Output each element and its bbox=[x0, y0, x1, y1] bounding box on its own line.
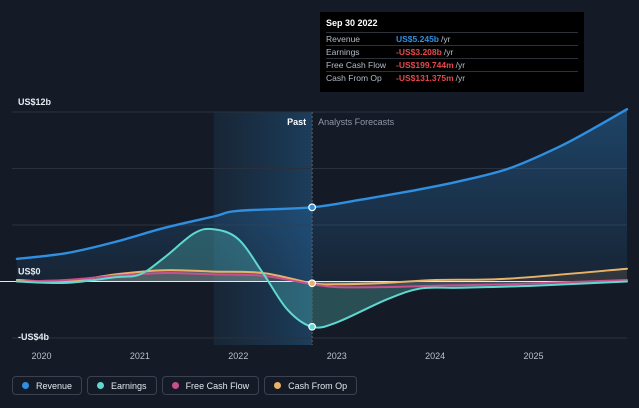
x-tick-label: 2022 bbox=[228, 351, 248, 361]
tooltip-row-value: -US$131.375m bbox=[396, 73, 454, 83]
x-tick-label: 2021 bbox=[130, 351, 150, 361]
x-tick-label: 2024 bbox=[425, 351, 445, 361]
revenue-area bbox=[16, 109, 627, 282]
y-label-bottom: -US$4b bbox=[18, 332, 50, 342]
x-tick-label: 2023 bbox=[327, 351, 347, 361]
series-lines bbox=[15, 108, 629, 329]
legend-item-free-cash-flow[interactable]: Free Cash Flow bbox=[161, 376, 260, 395]
tooltip-row-label: Earnings bbox=[326, 47, 360, 57]
tooltip-rows: Revenue US$5.245b/yr Earnings -US$3.208b/yr… bbox=[326, 32, 578, 84]
revenue-marker bbox=[308, 203, 317, 212]
tooltip-row-earnings: Earnings -US$3.208b/yr bbox=[326, 45, 578, 58]
free-cash-flow-line bbox=[15, 271, 628, 289]
earnings-marker bbox=[308, 322, 317, 331]
legend-item-earnings[interactable]: Earnings bbox=[87, 376, 157, 395]
legend-dot-icon bbox=[22, 382, 29, 389]
tooltip-row-unit: /yr bbox=[443, 47, 454, 57]
legend-label: Free Cash Flow bbox=[185, 380, 250, 391]
tooltip-date: Sep 30 2022 bbox=[326, 18, 378, 28]
legend: Revenue Earnings Free Cash Flow Cash From O… bbox=[12, 376, 358, 395]
legend-item-cash-from-op[interactable]: Cash From Op bbox=[264, 376, 358, 395]
legend-dot-icon bbox=[274, 382, 282, 389]
legend-label: Cash From Op bbox=[288, 380, 348, 391]
tooltip-row-value: US$5.245b bbox=[396, 34, 439, 44]
legend-label: Earnings bbox=[111, 380, 147, 391]
legend-dot-icon bbox=[97, 382, 105, 389]
tooltip-row-value: -US$3.208b bbox=[396, 47, 442, 57]
tooltip-row-unit: /yr bbox=[455, 73, 466, 83]
tooltip-row-label: Cash From Op bbox=[326, 73, 382, 83]
cash-from-op-marker bbox=[308, 279, 317, 288]
tooltip-row-cash-from-op: Cash From Op -US$131.375m/yr bbox=[326, 71, 578, 84]
legend-dot-icon bbox=[171, 382, 179, 389]
earnings-line bbox=[15, 227, 628, 329]
tooltip-row-value: -US$199.744m bbox=[396, 60, 454, 70]
tooltip-panel: Sep 30 2022 Revenue US$5.245b/yr Earnings -… bbox=[320, 12, 584, 92]
legend-item-revenue[interactable]: Revenue bbox=[12, 376, 83, 395]
x-tick-label: 2025 bbox=[524, 351, 544, 361]
cash-from-op-line bbox=[15, 267, 628, 286]
series-areas bbox=[16, 109, 627, 328]
y-label-zero: US$0 bbox=[18, 266, 41, 276]
tooltip-row-unit: /yr bbox=[441, 34, 451, 44]
tooltip-row-unit: /yr bbox=[455, 60, 466, 70]
revenue-line bbox=[15, 108, 629, 261]
tooltip-row-label: Revenue bbox=[326, 34, 361, 44]
tooltip-row-revenue: Revenue US$5.245b/yr bbox=[326, 32, 578, 45]
tooltip-row-label: Free Cash Flow bbox=[326, 60, 386, 70]
legend-label: Revenue bbox=[36, 380, 73, 391]
y-label-top: US$12b bbox=[18, 97, 52, 107]
series-markers bbox=[308, 203, 317, 331]
x-axis-ticks: 2020 2021 2022 2023 2024 2025 bbox=[32, 351, 544, 361]
free-cash-flow-area bbox=[16, 272, 627, 288]
past-label: Past bbox=[287, 117, 306, 127]
x-tick-label: 2020 bbox=[32, 351, 52, 361]
forecast-label: Analysts Forecasts bbox=[318, 117, 395, 127]
tooltip-row-free-cash-flow: Free Cash Flow -US$199.744m/yr bbox=[326, 58, 578, 71]
